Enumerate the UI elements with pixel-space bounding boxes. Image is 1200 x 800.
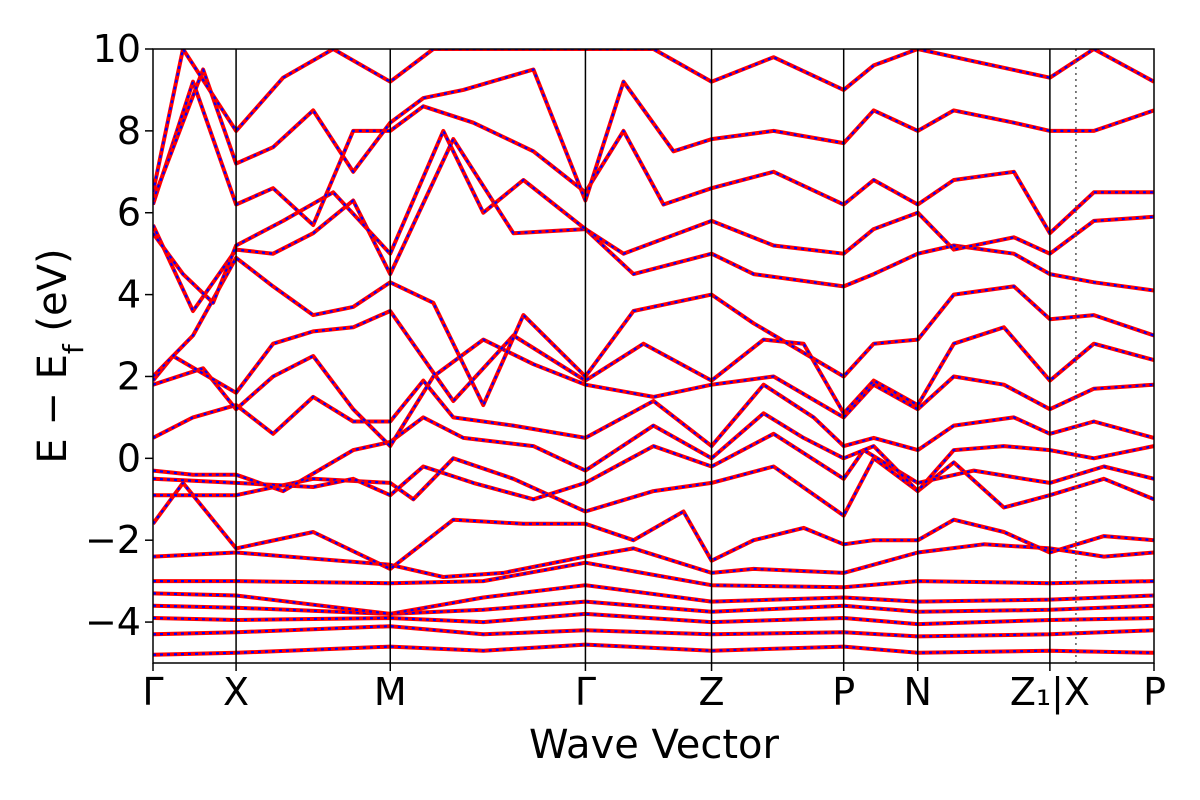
y-axis-label-subscript: f: [57, 343, 90, 354]
band-4-dashed-overlay: [153, 584, 1154, 616]
band-11-dashed-overlay: [153, 379, 1154, 452]
y-tick-label: −2: [85, 518, 141, 562]
band-12-line: [153, 337, 1154, 449]
band-5-line: [153, 560, 1154, 590]
band-11-line: [153, 378, 1154, 453]
y-tick-label: 8: [117, 109, 141, 153]
band-14-dashed-overlay: [153, 256, 1154, 407]
y-tick-label: 6: [117, 191, 141, 235]
bands-layer: [153, 49, 1154, 657]
plot-frame: [152, 48, 1155, 664]
band-1-line: [153, 624, 1154, 639]
kpoint-label: N: [904, 670, 932, 714]
band-13-dashed-overlay: [153, 309, 1154, 415]
kpoint-label: Z₁|X: [1010, 670, 1090, 715]
kpoint-label: Z: [699, 670, 725, 714]
y-axis-label-main: E − E: [30, 354, 76, 464]
kpoint-label: M: [374, 670, 407, 714]
band-10-dashed-overlay: [153, 412, 1154, 493]
kpoint-label: Γ: [575, 670, 596, 714]
band-15-line: [153, 137, 1154, 313]
band-2-line: [153, 611, 1154, 627]
band-17-dashed-overlay: [153, 80, 1154, 235]
band-12-dashed-overlay: [153, 338, 1154, 448]
band-9-dashed-overlay: [153, 432, 1154, 501]
y-tick-label: 10: [93, 27, 141, 71]
band-19-dashed-overlay: [153, 49, 1154, 193]
band-0-line: [153, 642, 1154, 657]
x-axis-ticks: Γ X M Γ Z P N Z₁|X P: [142, 663, 1166, 715]
y-tick-label: −4: [85, 600, 141, 644]
band-3-line: [153, 599, 1154, 616]
band-16-dashed-overlay: [153, 129, 1154, 304]
band-6-line: [153, 542, 1154, 579]
y-tick-label: 2: [117, 354, 141, 398]
y-tick-label: 4: [117, 273, 141, 317]
band-18-dashed-overlay: [153, 68, 1154, 202]
kpoint-label: X: [223, 670, 249, 714]
band-18-line: [153, 67, 1154, 203]
y-axis-label-unit: (eV): [30, 248, 76, 344]
y-axis-ticks: −4 −2 0 2 4 6 8 10: [85, 27, 153, 644]
kpoint-label: Γ: [142, 670, 163, 714]
band-7-dashed-overlay: [153, 481, 1154, 571]
y-tick-label: 0: [117, 436, 141, 480]
kpoint-label: P: [1143, 670, 1166, 714]
kpoint-divider-layer: [235, 49, 1077, 663]
y-axis-label: E − Ef (eV): [30, 248, 90, 463]
kpoint-label: P: [832, 670, 855, 714]
band-15-dashed-overlay: [153, 138, 1154, 313]
x-axis-label: Wave Vector: [529, 722, 780, 768]
band-6-dashed-overlay: [153, 543, 1154, 579]
band-5-dashed-overlay: [153, 561, 1154, 589]
